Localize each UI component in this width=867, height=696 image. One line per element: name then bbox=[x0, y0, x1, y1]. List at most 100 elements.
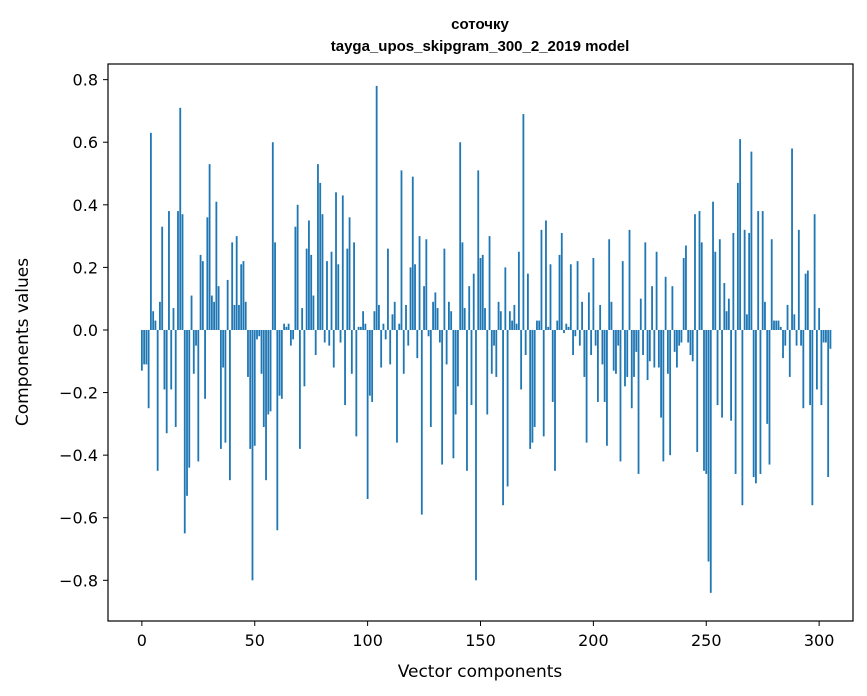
bar-288 bbox=[791, 148, 793, 330]
bar-131 bbox=[436, 308, 439, 330]
bar-3 bbox=[147, 329, 150, 409]
bar-157 bbox=[495, 329, 498, 377]
bar-144 bbox=[466, 329, 468, 471]
bar-163 bbox=[508, 311, 511, 330]
bar-81 bbox=[323, 329, 326, 343]
bar-155 bbox=[490, 329, 493, 374]
bar-92 bbox=[348, 217, 351, 330]
bar-235 bbox=[671, 286, 674, 330]
bar-301 bbox=[820, 329, 823, 406]
bar-106 bbox=[380, 329, 383, 368]
bar-6 bbox=[154, 320, 157, 330]
bar-43 bbox=[238, 304, 240, 330]
bar-53 bbox=[260, 329, 263, 374]
bar-265 bbox=[739, 139, 742, 330]
bar-234 bbox=[669, 329, 672, 456]
bar-141 bbox=[459, 142, 462, 330]
bar-66 bbox=[289, 329, 292, 346]
bar-49 bbox=[251, 329, 254, 581]
bar-289 bbox=[793, 314, 796, 330]
bar-166 bbox=[515, 323, 518, 330]
bar-152 bbox=[484, 308, 486, 330]
bar-20 bbox=[186, 329, 188, 496]
y-tick-label: 0.0 bbox=[73, 321, 98, 340]
bar-8 bbox=[159, 301, 161, 330]
bar-291 bbox=[797, 229, 800, 330]
bar-1 bbox=[143, 329, 146, 365]
bar-266 bbox=[741, 329, 744, 506]
x-tick-label: 50 bbox=[245, 631, 265, 650]
bar-195 bbox=[581, 301, 583, 330]
bar-261 bbox=[730, 329, 732, 421]
bar-203 bbox=[599, 304, 602, 330]
bar-75 bbox=[310, 254, 313, 330]
bar-262 bbox=[732, 232, 735, 330]
bar-109 bbox=[387, 248, 389, 330]
bar-259 bbox=[725, 311, 728, 330]
bar-122 bbox=[416, 329, 419, 359]
bar-15 bbox=[174, 329, 177, 427]
bar-151 bbox=[481, 254, 484, 330]
bar-46 bbox=[244, 301, 247, 330]
bar-302 bbox=[822, 329, 825, 343]
bar-19 bbox=[183, 329, 186, 534]
bar-279 bbox=[770, 239, 773, 330]
bar-303 bbox=[825, 329, 827, 343]
bar-227 bbox=[653, 329, 656, 368]
bar-161 bbox=[504, 267, 507, 330]
bar-270 bbox=[750, 151, 753, 330]
bar-103 bbox=[373, 311, 376, 330]
bar-129 bbox=[432, 301, 434, 330]
chart-title-line-1: соточку bbox=[451, 16, 509, 33]
bar-45 bbox=[242, 261, 245, 330]
bar-54 bbox=[262, 329, 265, 427]
bar-110 bbox=[389, 329, 392, 365]
bar-257 bbox=[721, 329, 723, 418]
bar-95 bbox=[355, 329, 358, 437]
bar-186 bbox=[560, 232, 563, 330]
bar-34 bbox=[217, 286, 220, 330]
bar-125 bbox=[423, 286, 425, 330]
bar-86 bbox=[335, 192, 337, 330]
bar-244 bbox=[691, 329, 694, 362]
bar-208 bbox=[610, 301, 613, 330]
x-axis: 0 50 100 150 200 250 300 bbox=[137, 621, 834, 650]
bar-222 bbox=[642, 329, 644, 356]
bar-200 bbox=[592, 258, 595, 330]
bar-159 bbox=[499, 311, 502, 330]
bar-150 bbox=[479, 258, 482, 330]
y-tick-label: 0.2 bbox=[73, 258, 98, 277]
bar-162 bbox=[506, 329, 509, 487]
bar-136 bbox=[447, 301, 450, 330]
bar-280 bbox=[773, 320, 775, 330]
bar-10 bbox=[163, 329, 166, 390]
bar-17 bbox=[179, 107, 182, 330]
bar-254 bbox=[714, 251, 717, 330]
bar-160 bbox=[502, 329, 504, 506]
bar-220 bbox=[637, 329, 640, 474]
y-tick-label: −0.2 bbox=[59, 384, 98, 403]
bar-93 bbox=[350, 329, 353, 374]
bars-group bbox=[140, 85, 832, 593]
bar-199 bbox=[590, 329, 593, 356]
bar-188 bbox=[565, 323, 568, 330]
bar-65 bbox=[287, 323, 290, 330]
bar-219 bbox=[635, 329, 638, 352]
bar-22 bbox=[190, 295, 193, 330]
bar-271 bbox=[752, 329, 755, 478]
bar-167 bbox=[517, 251, 520, 330]
bar-89 bbox=[341, 195, 344, 330]
bar-59 bbox=[274, 242, 276, 330]
bar-229 bbox=[657, 329, 660, 368]
bar-28 bbox=[204, 329, 206, 399]
y-tick-label: −0.4 bbox=[59, 446, 98, 465]
bar-71 bbox=[301, 308, 304, 330]
bar-140 bbox=[457, 329, 459, 387]
bar-57 bbox=[269, 329, 272, 412]
bar-304 bbox=[827, 329, 830, 478]
bar-174 bbox=[533, 329, 536, 427]
bar-148 bbox=[475, 329, 477, 581]
bar-61 bbox=[278, 329, 281, 396]
bar-4 bbox=[149, 132, 152, 330]
bar-224 bbox=[646, 329, 649, 381]
